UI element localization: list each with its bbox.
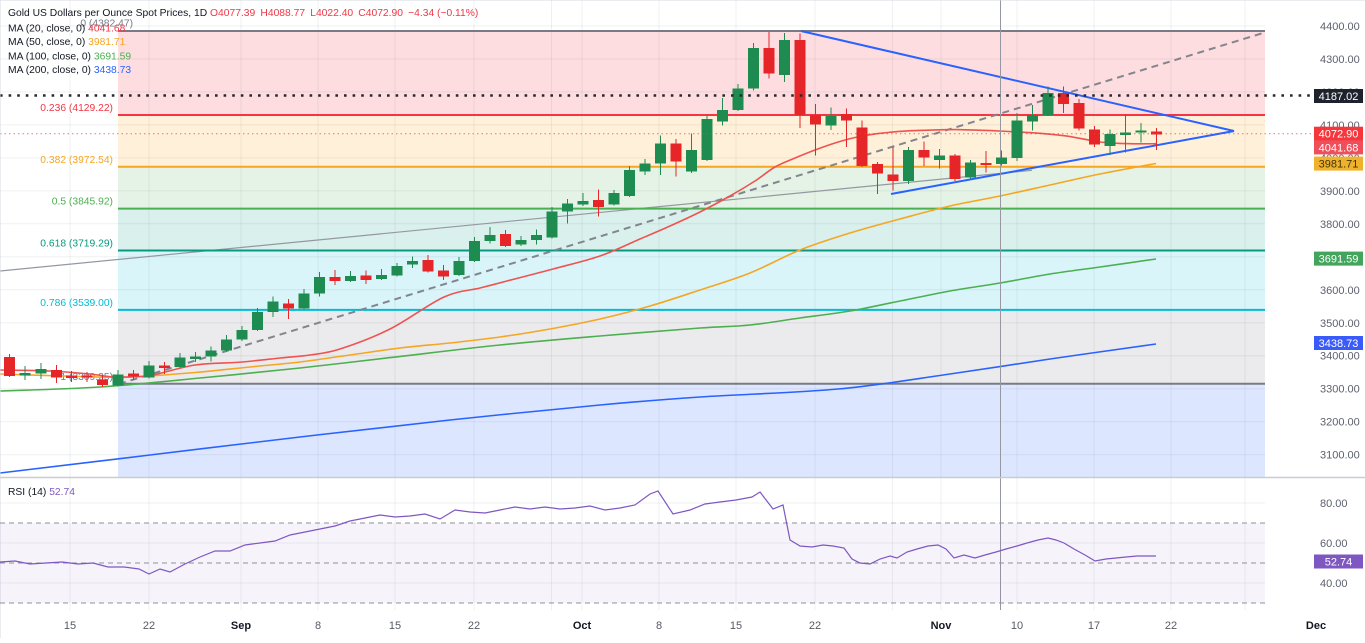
- svg-text:52.74: 52.74: [1325, 557, 1353, 569]
- svg-text:15: 15: [64, 620, 76, 632]
- svg-text:3691.59: 3691.59: [1319, 254, 1359, 266]
- svg-text:4072.90: 4072.90: [1319, 129, 1359, 141]
- svg-text:0.786 (3539.00): 0.786 (3539.00): [40, 298, 113, 309]
- svg-text:3800.00: 3800.00: [1320, 219, 1360, 231]
- svg-text:4041.68: 4041.68: [1319, 142, 1359, 154]
- svg-text:Sep: Sep: [231, 620, 251, 632]
- svg-text:Nov: Nov: [931, 620, 953, 632]
- svg-text:4300.00: 4300.00: [1320, 54, 1360, 66]
- svg-text:3400.00: 3400.00: [1320, 351, 1360, 363]
- svg-text:8: 8: [315, 620, 321, 632]
- svg-text:0.382 (3972.54): 0.382 (3972.54): [40, 155, 113, 166]
- svg-text:8: 8: [656, 620, 662, 632]
- svg-text:40.00: 40.00: [1320, 578, 1348, 590]
- svg-text:MA (100, close, 0) 3691.59: MA (100, close, 0) 3691.59: [8, 52, 131, 63]
- svg-text:3500.00: 3500.00: [1320, 318, 1360, 330]
- svg-text:MA (20, close, 0) 4041.68: MA (20, close, 0) 4041.68: [8, 24, 126, 35]
- svg-text:22: 22: [1165, 620, 1177, 632]
- svg-text:0 (4382.47): 0 (4382.47): [80, 19, 133, 30]
- svg-text:Gold US Dollars per Ounce Spot: Gold US Dollars per Ounce Spot Prices, 1…: [8, 8, 478, 19]
- svg-text:3300.00: 3300.00: [1320, 384, 1360, 396]
- svg-text:3100.00: 3100.00: [1320, 450, 1360, 462]
- svg-text:10: 10: [1011, 620, 1023, 632]
- svg-text:3438.73: 3438.73: [1319, 338, 1359, 350]
- svg-text:3600.00: 3600.00: [1320, 285, 1360, 297]
- svg-text:15: 15: [389, 620, 401, 632]
- svg-text:3200.00: 3200.00: [1320, 417, 1360, 429]
- svg-text:22: 22: [143, 620, 155, 632]
- svg-text:0.5 (3845.92): 0.5 (3845.92): [52, 197, 113, 208]
- svg-text:22: 22: [809, 620, 821, 632]
- svg-text:60.00: 60.00: [1320, 538, 1348, 550]
- svg-text:15: 15: [730, 620, 742, 632]
- svg-text:4187.02: 4187.02: [1319, 91, 1359, 103]
- svg-text:80.00: 80.00: [1320, 498, 1348, 510]
- svg-text:0.236 (4129.22): 0.236 (4129.22): [40, 103, 113, 114]
- svg-text:3981.71: 3981.71: [1319, 159, 1359, 171]
- svg-text:3900.00: 3900.00: [1320, 186, 1360, 198]
- svg-text:RSI (14) 52.74: RSI (14) 52.74: [8, 487, 75, 498]
- svg-text:17: 17: [1088, 620, 1100, 632]
- svg-text:4400.00: 4400.00: [1320, 21, 1360, 33]
- svg-text:Oct: Oct: [573, 620, 592, 632]
- svg-text:MA (200, close, 0) 3438.73: MA (200, close, 0) 3438.73: [8, 65, 131, 76]
- svg-text:MA (50, close, 0) 3981.71: MA (50, close, 0) 3981.71: [8, 37, 126, 48]
- svg-text:0.618 (3719.29): 0.618 (3719.29): [40, 239, 113, 250]
- svg-text:22: 22: [468, 620, 480, 632]
- svg-text:Dec: Dec: [1306, 620, 1326, 632]
